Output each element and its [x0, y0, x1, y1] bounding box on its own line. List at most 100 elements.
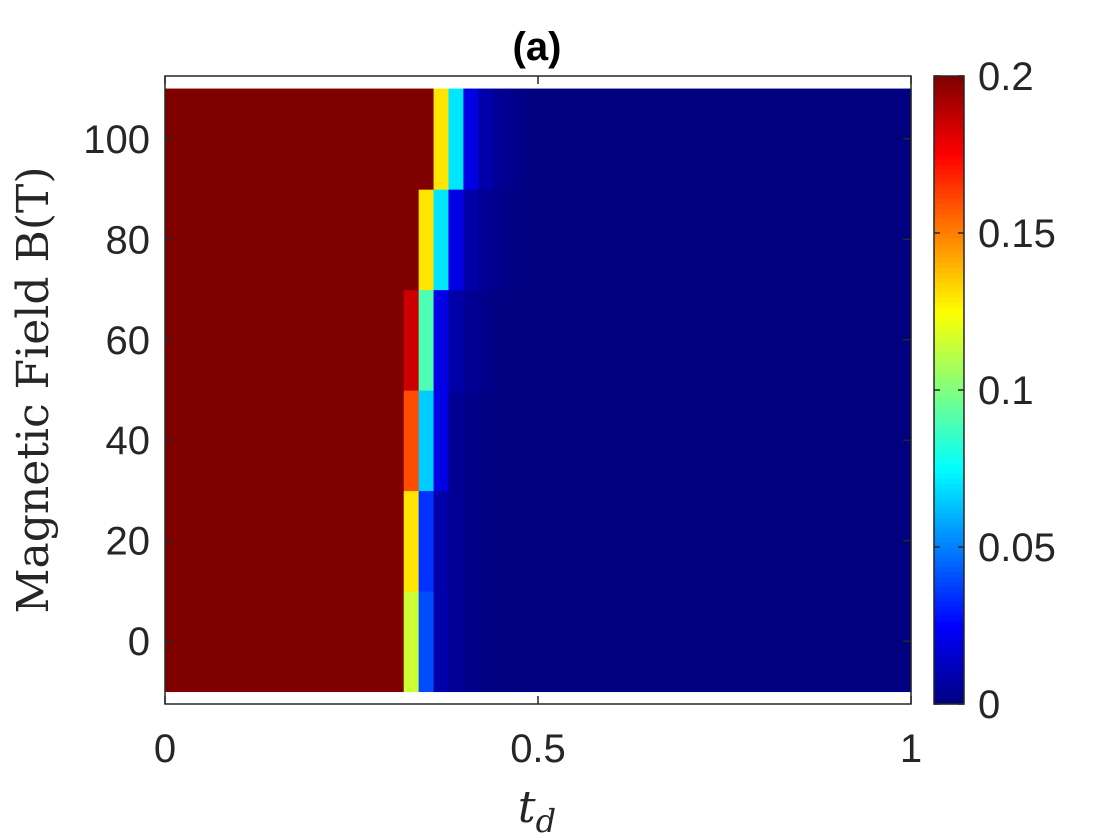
colorbar-swatch — [934, 228, 964, 234]
colorbar-swatch — [934, 468, 964, 475]
colorbar-swatch — [934, 409, 964, 416]
heatmap-cell — [493, 390, 509, 492]
y-tick-label: 60 — [106, 319, 151, 363]
heatmap-cell — [418, 490, 435, 592]
colorbar-swatch — [934, 257, 964, 264]
colorbar-swatch — [934, 76, 964, 82]
heatmap-cell — [493, 590, 509, 693]
colorbar-swatch — [934, 345, 964, 352]
colorbar-swatch — [934, 630, 964, 636]
colorbar-swatch — [934, 551, 964, 558]
colorbar-swatch — [934, 90, 964, 97]
colorbar-swatch — [934, 566, 964, 573]
colorbar-swatch — [934, 576, 964, 582]
heatmap-cell — [523, 390, 912, 492]
colorbar-swatch — [934, 286, 964, 293]
heatmap-cell — [433, 189, 450, 291]
colorbar-swatch — [934, 473, 964, 479]
colorbar-swatch — [934, 350, 964, 357]
colorbar-swatch — [934, 404, 964, 411]
heatmap-cell — [165, 590, 405, 693]
heatmap-cell — [433, 390, 450, 492]
colorbar-swatch — [934, 635, 964, 641]
heatmap-cell — [508, 490, 524, 592]
heatmap-cell — [493, 289, 509, 391]
heatmap-cell — [165, 88, 405, 190]
colorbar-swatch — [934, 129, 964, 136]
colorbar-swatch — [934, 311, 964, 318]
heatmap-cell — [508, 590, 524, 693]
colorbar-tick-label: 0.1 — [978, 369, 1034, 413]
heatmap-cell — [418, 390, 435, 492]
colorbar-swatch — [934, 154, 964, 161]
colorbar-swatch — [934, 679, 964, 685]
y-tick-label: 20 — [106, 520, 151, 564]
colorbar-swatch — [934, 252, 964, 259]
colorbar-swatch — [934, 336, 964, 342]
y-axis-label: Magnetic Field B(T) — [8, 166, 59, 613]
heatmap-cell — [418, 189, 435, 291]
heatmap-cell — [403, 189, 420, 291]
colorbar-swatch — [934, 512, 964, 519]
colorbar-swatch — [934, 640, 964, 646]
chart-title: (a) — [513, 25, 562, 69]
colorbar-swatch — [934, 625, 964, 632]
colorbar-swatch — [934, 645, 964, 651]
colorbar-swatch — [934, 262, 964, 268]
colorbar-swatch — [934, 669, 964, 676]
heatmap-cell — [493, 490, 509, 592]
colorbar-swatch — [934, 237, 964, 244]
colorbar-swatch — [934, 699, 964, 705]
heatmap-cell — [478, 490, 494, 592]
heatmap-cell — [418, 289, 435, 391]
colorbar-swatch — [934, 355, 964, 362]
colorbar-swatch — [934, 527, 964, 533]
colorbar-swatch — [934, 522, 964, 528]
colorbar-swatch — [934, 223, 964, 229]
colorbar-swatch — [934, 174, 964, 180]
heatmap-cell — [165, 490, 405, 592]
heatmap-cell — [403, 390, 420, 492]
heatmap-cell — [448, 189, 464, 291]
heatmap-cell — [433, 590, 450, 693]
heatmap-cell — [433, 289, 450, 391]
heatmap-cell — [523, 189, 912, 291]
colorbar-swatch — [934, 532, 964, 538]
colorbar-swatch — [934, 321, 964, 327]
heatmap-cells — [165, 88, 912, 693]
heatmap-cell — [448, 390, 464, 492]
colorbar-swatch — [934, 591, 964, 597]
heatmap-cell — [433, 88, 450, 190]
colorbar-tick-label: 0.2 — [978, 55, 1034, 99]
colorbar-swatch — [934, 267, 964, 273]
heatmap-cell — [463, 88, 479, 190]
colorbar-swatch — [934, 605, 964, 612]
colorbar-swatch — [934, 110, 964, 116]
colorbar-swatch — [934, 684, 964, 690]
y-axis-ticks: 0 20 40 60 80 100 — [83, 118, 911, 664]
colorbar-swatch — [934, 380, 964, 386]
heatmap-cell — [463, 289, 479, 391]
heatmap-cell — [463, 490, 479, 592]
colorbar-swatch — [934, 375, 964, 381]
colorbar-swatch — [934, 159, 964, 165]
colorbar-swatch — [934, 360, 964, 367]
colorbar-swatch — [934, 443, 964, 450]
colorbar-swatch — [934, 301, 964, 308]
colorbar-swatch — [934, 183, 964, 190]
y-tick-label: 40 — [106, 419, 151, 463]
colorbar-swatch — [934, 291, 964, 298]
heatmap-cell — [508, 88, 524, 190]
colorbar-swatch — [934, 203, 964, 210]
heatmap-cell — [523, 88, 912, 190]
colorbar-tick-label: 0.05 — [978, 526, 1056, 570]
colorbar-swatch — [934, 659, 964, 666]
heatmap-cell — [463, 590, 479, 693]
x-axis-ticks: 0 0.5 1 — [154, 76, 922, 771]
colorbar-swatch — [934, 316, 964, 322]
heatmap-cell — [165, 289, 405, 391]
heatmap-cell — [448, 490, 464, 592]
colorbar-swatch — [934, 483, 964, 489]
colorbar-swatch — [934, 458, 964, 465]
